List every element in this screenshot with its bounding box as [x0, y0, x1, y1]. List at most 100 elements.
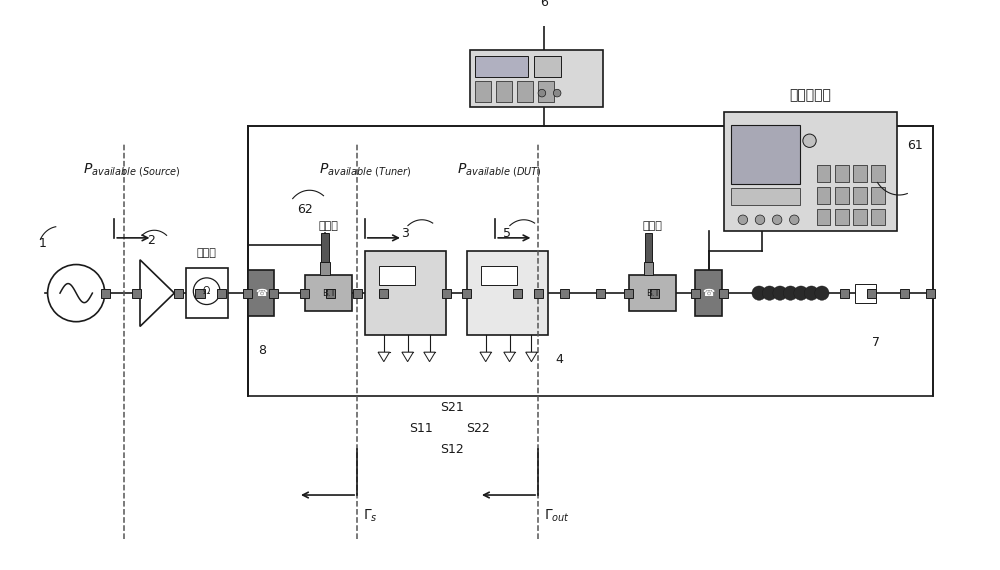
Bar [243, 288, 252, 298]
Text: 7: 7 [872, 336, 880, 349]
Text: 偏置器: 偏置器 [642, 222, 662, 231]
Circle shape [193, 278, 220, 304]
Bar [442, 288, 451, 298]
Bar [513, 288, 522, 298]
Text: S22: S22 [466, 422, 490, 435]
Polygon shape [402, 352, 413, 362]
Bar [695, 270, 722, 316]
Text: 5: 5 [503, 227, 511, 239]
Polygon shape [504, 352, 515, 362]
Bar [132, 288, 141, 298]
Bar [871, 165, 885, 182]
Bar [817, 209, 830, 226]
Polygon shape [140, 260, 174, 327]
Bar [467, 251, 548, 335]
Polygon shape [526, 352, 537, 362]
Bar [719, 288, 728, 298]
Text: S12: S12 [441, 443, 464, 456]
Bar [731, 188, 800, 205]
Circle shape [538, 89, 546, 97]
Text: S11: S11 [409, 422, 433, 435]
Text: $P_{available\ (DUT)}$: $P_{available\ (DUT)}$ [457, 161, 542, 179]
Bar [101, 288, 110, 298]
Bar [326, 288, 335, 298]
Bar [853, 165, 867, 182]
Polygon shape [480, 352, 491, 362]
Bar [379, 288, 388, 298]
Text: $P_{available\ (Tuner)}$: $P_{available\ (Tuner)}$ [319, 161, 411, 179]
Bar [320, 262, 330, 275]
Bar [691, 288, 700, 298]
Text: 隔离器: 隔离器 [197, 248, 217, 258]
Bar [871, 188, 885, 203]
Text: B.T: B.T [322, 288, 335, 298]
Text: 4: 4 [555, 353, 563, 367]
Text: S21: S21 [441, 401, 464, 414]
Text: 6: 6 [540, 0, 548, 9]
Bar [926, 288, 935, 298]
Text: 1: 1 [39, 237, 47, 250]
Bar [900, 288, 909, 298]
Bar [475, 56, 528, 77]
Circle shape [48, 264, 105, 321]
Text: 8: 8 [258, 344, 266, 357]
Circle shape [772, 215, 782, 225]
Polygon shape [378, 352, 390, 362]
Text: $P_{available\ (Source)}$: $P_{available\ (Source)}$ [83, 161, 180, 179]
Circle shape [815, 286, 829, 300]
Circle shape [803, 134, 816, 148]
Bar [481, 266, 517, 286]
Bar [174, 288, 183, 298]
Bar [871, 209, 885, 226]
Circle shape [553, 89, 561, 97]
Bar [853, 188, 867, 203]
Bar [731, 124, 800, 184]
Bar [305, 275, 352, 311]
Circle shape [790, 215, 799, 225]
Text: $\Gamma_s$: $\Gamma_s$ [363, 508, 378, 524]
Bar [817, 165, 830, 182]
Bar [300, 288, 309, 298]
Text: ☎: ☎ [703, 288, 715, 298]
Bar [840, 288, 849, 298]
Bar [534, 56, 561, 77]
Bar [650, 288, 659, 298]
Bar [517, 81, 533, 101]
Bar [475, 81, 491, 101]
Bar [835, 209, 849, 226]
Bar [629, 275, 676, 311]
Bar [817, 188, 830, 203]
Bar [186, 268, 228, 318]
Bar [644, 262, 653, 275]
Bar [365, 251, 446, 335]
Circle shape [773, 286, 787, 300]
Circle shape [794, 286, 808, 300]
Circle shape [804, 286, 819, 300]
Bar [195, 288, 205, 298]
Text: 频谱分析仪: 频谱分析仪 [790, 89, 831, 103]
Bar [353, 288, 362, 298]
Bar [835, 165, 849, 182]
Text: 61: 61 [907, 139, 922, 152]
Circle shape [752, 286, 766, 300]
Bar [269, 288, 278, 298]
Bar [248, 127, 933, 396]
Bar [217, 288, 226, 298]
Circle shape [738, 215, 748, 225]
Circle shape [783, 286, 798, 300]
Text: 偏置器: 偏置器 [319, 222, 339, 231]
Bar [538, 81, 554, 101]
Text: ☎: ☎ [255, 288, 267, 298]
Text: B.T: B.T [646, 288, 659, 298]
Text: 62: 62 [297, 203, 313, 216]
Polygon shape [424, 352, 435, 362]
Text: 2: 2 [147, 234, 155, 247]
Text: Ω: Ω [203, 286, 210, 296]
Bar [835, 188, 849, 203]
Bar [470, 50, 603, 107]
Bar [645, 233, 652, 262]
Bar [853, 209, 867, 226]
Text: 3: 3 [401, 227, 409, 239]
Bar [534, 288, 543, 298]
Bar [379, 266, 415, 286]
